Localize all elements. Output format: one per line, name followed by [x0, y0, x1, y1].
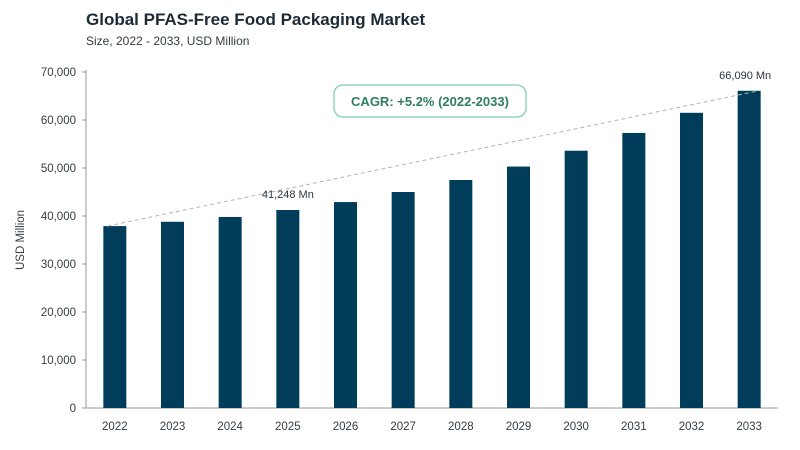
- bar-2023: [161, 221, 184, 408]
- y-tick-label: 70,000: [41, 67, 76, 79]
- bar-2024: [218, 216, 242, 408]
- y-axis-title: USD Million: [15, 210, 27, 270]
- x-tick-label: 2024: [217, 421, 243, 433]
- cagr-badge: [333, 84, 527, 118]
- y-tick-label: 30,000: [41, 259, 76, 271]
- y-tick-label: 0: [70, 403, 76, 415]
- bar-2022: [103, 226, 127, 408]
- y-axis: 0 10,000 20,000 30,000 40,000 50,000 60,000 70,…: [15, 67, 87, 415]
- bar-2030: [564, 150, 588, 408]
- x-tick-label: 2026: [333, 421, 359, 433]
- y-tick-label: 40,000: [41, 211, 76, 223]
- bar-2025: [276, 210, 300, 408]
- chart-title: Global PFAS-Free Food Packaging Market: [86, 10, 426, 29]
- bar-2027: [391, 192, 415, 408]
- cagr-label: CAGR: +5.2% (2022-2033): [351, 94, 509, 109]
- x-tick-label: 2032: [679, 421, 705, 433]
- x-tick-label: 2033: [736, 421, 762, 433]
- y-tick-label: 10,000: [41, 355, 76, 367]
- chart-subtitle: Size, 2022 - 2033, USD Million: [86, 34, 250, 48]
- bars: [103, 90, 761, 409]
- x-tick-label: 2023: [160, 421, 186, 433]
- x-tick-label: 2025: [275, 421, 301, 433]
- overlay: 41,248 Mn 66,090 Mn CAGR: +5.2% (2022-2033…: [107, 70, 771, 227]
- x-tick-label: 2028: [448, 421, 474, 433]
- y-tick-label: 50,000: [41, 163, 76, 175]
- data-label-2033: 66,090 Mn: [719, 70, 771, 82]
- bar-2028: [449, 180, 473, 408]
- y-tick-label: 20,000: [41, 307, 76, 319]
- bar-2033: [737, 90, 761, 408]
- x-tick-label: 2027: [390, 421, 416, 433]
- bar-2031: [622, 132, 646, 408]
- bar-2032: [680, 112, 703, 409]
- bar-2026: [334, 202, 357, 408]
- x-tick-label: 2022: [102, 421, 128, 433]
- x-tick-label: 2031: [621, 421, 647, 433]
- x-tick-label: 2029: [506, 421, 532, 433]
- cagr-trend-line: [107, 90, 759, 227]
- x-axis: 2022 2023 2024 2025 2026 2027 2028 2029 2030 2031…: [86, 407, 778, 433]
- data-label-2025: 41,248 Mn: [262, 189, 314, 201]
- bar-2029: [507, 166, 530, 408]
- y-tick-label: 60,000: [41, 115, 76, 127]
- x-tick-label: 2030: [563, 421, 589, 433]
